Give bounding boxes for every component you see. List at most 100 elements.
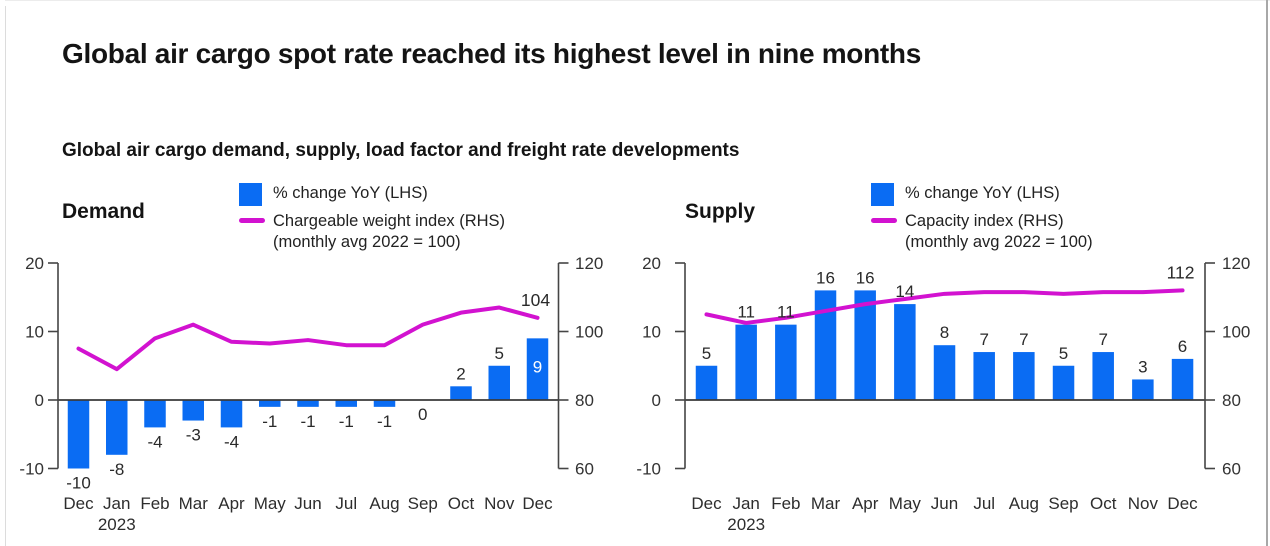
left-axis-tick-label: -10 bbox=[19, 460, 44, 479]
chart-title-demand: Demand bbox=[62, 200, 145, 223]
month-label: Feb bbox=[140, 494, 169, 513]
bar bbox=[1092, 352, 1114, 400]
legend-demand: % change YoY (LHS) Chargeable weight ind… bbox=[239, 183, 505, 257]
bar bbox=[735, 324, 757, 400]
bar bbox=[335, 400, 357, 407]
month-label: Mar bbox=[179, 494, 209, 513]
right-axis-tick-label: 100 bbox=[1222, 323, 1250, 342]
bar bbox=[695, 365, 718, 400]
line-end-value-label: 112 bbox=[1167, 262, 1195, 282]
bar-value-label: 7 bbox=[1019, 330, 1028, 349]
month-label: Oct bbox=[448, 494, 475, 513]
right-axis-tick-label: 120 bbox=[1222, 254, 1250, 273]
legend-item-line: Chargeable weight index (RHS) (monthly a… bbox=[239, 211, 505, 252]
bar-value-label: -10 bbox=[66, 474, 91, 493]
line-series-swatch bbox=[871, 218, 897, 223]
bar-value-label: -8 bbox=[109, 460, 124, 479]
right-axis-tick-label: 100 bbox=[575, 323, 603, 342]
month-label: Jun bbox=[931, 494, 958, 513]
bar bbox=[933, 345, 956, 400]
legend-label: Capacity index (RHS) bbox=[905, 212, 1064, 230]
bar bbox=[373, 400, 396, 407]
right-axis-tick-label: 60 bbox=[575, 460, 594, 479]
bar bbox=[488, 365, 510, 400]
month-label: May bbox=[254, 494, 287, 513]
bar-value-label: 6 bbox=[1178, 337, 1187, 356]
legend-label: Chargeable weight index (RHS) bbox=[273, 212, 506, 230]
bar-value-label: -1 bbox=[262, 412, 277, 431]
bar-value-label: -4 bbox=[224, 432, 239, 451]
bar bbox=[1013, 352, 1035, 400]
chart-title-supply: Supply bbox=[685, 200, 756, 223]
bar-value-label: -1 bbox=[377, 412, 392, 431]
scrollbar-edge bbox=[1266, 0, 1268, 546]
bar-series-swatch bbox=[239, 183, 262, 206]
bar-value-label: 3 bbox=[1138, 357, 1147, 376]
line-series-swatch bbox=[239, 218, 265, 223]
index-line bbox=[76, 305, 540, 372]
legend-sublabel: (monthly avg 2022 = 100) bbox=[905, 232, 1093, 251]
left-axis-tick-label: -10 bbox=[636, 460, 661, 479]
bar-value-label: -4 bbox=[147, 432, 162, 451]
month-label: Nov bbox=[1128, 494, 1159, 513]
month-label: Mar bbox=[811, 494, 841, 513]
month-label: May bbox=[889, 494, 922, 513]
month-label: Apr bbox=[218, 494, 245, 513]
bar bbox=[814, 290, 837, 400]
bar-value-label: 5 bbox=[1059, 344, 1068, 363]
month-label: Dec bbox=[63, 494, 94, 513]
page-title: Global air cargo spot rate reached its h… bbox=[62, 38, 922, 69]
right-axis-tick-label: 120 bbox=[575, 254, 603, 273]
left-axis-tick-label: 20 bbox=[642, 254, 661, 273]
bar bbox=[854, 290, 876, 400]
right-axis-tick-label: 80 bbox=[575, 391, 594, 410]
month-label: Jan bbox=[732, 494, 759, 513]
legend-item-bar: % change YoY (LHS) bbox=[239, 183, 505, 206]
month-label: Aug bbox=[1009, 494, 1039, 513]
bar bbox=[526, 338, 549, 400]
year-label: 2023 bbox=[727, 515, 765, 534]
bar-value-label: 5 bbox=[495, 344, 504, 363]
legend-supply: % change YoY (LHS) Capacity index (RHS) … bbox=[871, 183, 1093, 257]
bar bbox=[259, 400, 281, 407]
bar-value-label: -1 bbox=[339, 412, 354, 431]
bar bbox=[450, 386, 472, 400]
bar bbox=[1171, 358, 1194, 400]
bar-value-label: -3 bbox=[186, 426, 201, 445]
month-label: Dec bbox=[691, 494, 722, 513]
month-label: Apr bbox=[852, 494, 879, 513]
left-axis-tick-label: 0 bbox=[35, 391, 44, 410]
bar bbox=[297, 400, 319, 407]
bar bbox=[182, 400, 204, 421]
right-axis-tick-label: 80 bbox=[1222, 391, 1241, 410]
card-top-border bbox=[5, 0, 1270, 1]
bar-value-label: 7 bbox=[979, 330, 988, 349]
bar bbox=[775, 324, 797, 400]
left-axis-tick-label: 0 bbox=[652, 391, 661, 410]
bar-value-label: 0 bbox=[418, 405, 427, 424]
month-label: Dec bbox=[1167, 494, 1198, 513]
legend-item-bar: % change YoY (LHS) bbox=[871, 183, 1093, 206]
index-line bbox=[704, 288, 1185, 325]
bar-value-label: 5 bbox=[702, 344, 711, 363]
bar-series-swatch bbox=[871, 183, 894, 206]
bar-value-label: 8 bbox=[940, 323, 949, 342]
month-label: Feb bbox=[771, 494, 800, 513]
year-label: 2023 bbox=[98, 515, 136, 534]
legend-sublabel: (monthly avg 2022 = 100) bbox=[273, 232, 461, 251]
bar bbox=[894, 304, 916, 400]
month-label: Aug bbox=[369, 494, 399, 513]
bar bbox=[144, 400, 166, 428]
bar bbox=[1132, 379, 1154, 400]
bar bbox=[973, 352, 995, 400]
bar-value-label: 16 bbox=[816, 268, 835, 287]
line-end-value-label: 104 bbox=[521, 290, 550, 310]
month-label: Sep bbox=[1048, 494, 1078, 513]
bar-value-label: -1 bbox=[300, 412, 315, 431]
bar bbox=[67, 400, 90, 469]
bar-value-label: 9 bbox=[533, 357, 542, 376]
month-label: Jan bbox=[103, 494, 130, 513]
